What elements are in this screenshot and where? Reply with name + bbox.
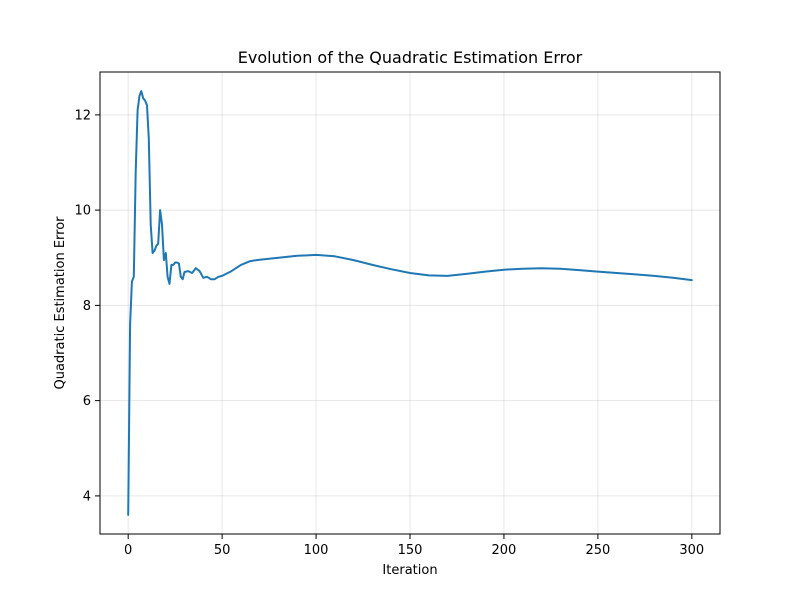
chart-title: Evolution of the Quadratic Estimation Er… xyxy=(238,48,583,67)
error-series-line xyxy=(127,90,693,516)
x-tick-label: 250 xyxy=(585,543,610,558)
y-tick-label: 10 xyxy=(74,204,91,219)
grid-lines xyxy=(100,72,720,534)
y-tick-label: 6 xyxy=(83,394,91,409)
y-axis: 4 6 8 10 12 xyxy=(74,108,100,504)
x-tick-label: 100 xyxy=(304,543,329,558)
y-axis-label: Quadratic Estimation Error xyxy=(53,216,68,390)
series-group xyxy=(127,90,693,516)
x-tick-label: 50 xyxy=(214,543,231,558)
x-axis: 0 50 100 150 200 250 300 xyxy=(124,534,704,558)
x-tick-label: 150 xyxy=(398,543,423,558)
y-tick-label: 4 xyxy=(83,489,91,504)
x-tick-label: 0 xyxy=(124,543,132,558)
x-tick-label: 200 xyxy=(492,543,517,558)
y-tick-label: 12 xyxy=(74,108,91,123)
x-tick-label: 300 xyxy=(679,543,704,558)
y-tick-label: 8 xyxy=(83,299,91,314)
x-axis-label: Iteration xyxy=(382,563,437,578)
